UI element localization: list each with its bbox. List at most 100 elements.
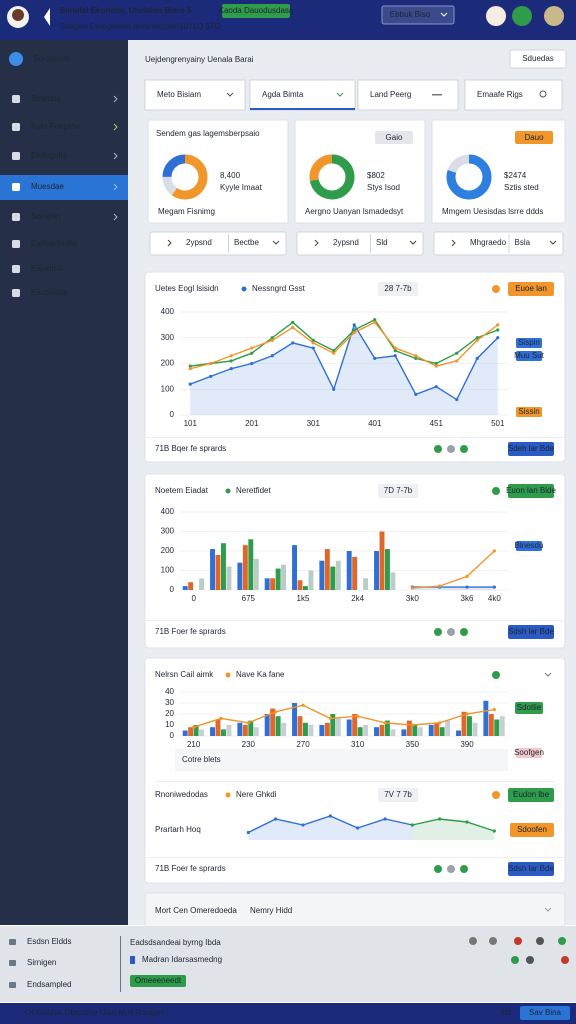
panel-footer-line <box>145 620 565 621</box>
y-tick-label: 400 <box>161 507 175 516</box>
panel-button[interactable] <box>508 484 554 498</box>
primary-button[interactable] <box>509 49 567 69</box>
bar <box>406 720 412 736</box>
point <box>465 820 469 824</box>
panel-footer: 71B Foer fe sprards <box>155 627 226 636</box>
x-tick-label: 270 <box>296 740 310 749</box>
dock <box>0 926 576 1002</box>
footer-text: OCGshhal Obrpsthe Uiaq Mos Rsugen <box>25 1008 163 1017</box>
point <box>328 716 332 721</box>
header-select[interactable] <box>381 5 455 25</box>
x-tick-label: 3k0 <box>406 594 419 603</box>
area-fill <box>412 819 495 840</box>
footer-action-text: Sdsh lar Bde <box>508 627 554 636</box>
sidebar-active <box>0 175 128 200</box>
dock-icon-button[interactable] <box>469 937 477 945</box>
dock-icon-button[interactable] <box>514 937 522 945</box>
area-fill <box>248 816 413 840</box>
footer-action[interactable] <box>508 442 554 456</box>
point <box>465 574 469 578</box>
bar <box>199 578 205 590</box>
bar <box>275 568 281 590</box>
dock-icon-button[interactable] <box>511 956 519 964</box>
user-avatar <box>486 6 506 26</box>
point <box>229 367 233 371</box>
bar <box>210 727 215 736</box>
note-box <box>175 749 508 771</box>
y-tick-label: 0 <box>170 731 175 740</box>
bar <box>264 578 270 590</box>
bar <box>248 539 254 590</box>
sidebar <box>0 40 128 925</box>
point <box>301 703 305 707</box>
bar <box>319 725 325 736</box>
dock-icon-button[interactable] <box>526 956 534 964</box>
collapsed-legend: Nemry Hidd <box>250 906 292 915</box>
filter-box[interactable] <box>249 79 356 111</box>
point <box>311 346 315 350</box>
sidebar-item: Kuta Fonpsha <box>31 122 81 131</box>
point <box>434 361 438 366</box>
point <box>438 721 442 725</box>
star-icon <box>492 671 500 679</box>
legend-text: Nere Ghkdi <box>236 790 277 799</box>
dock-line: Madran Idarsasmedng <box>142 955 222 964</box>
panel-button-text: Eudon lbe <box>513 790 550 799</box>
kpi-control: Bsla <box>515 238 531 247</box>
point <box>209 374 213 378</box>
bar <box>379 531 385 590</box>
footer-icon <box>434 628 442 636</box>
bar <box>242 545 248 590</box>
x-tick-label: 401 <box>368 419 382 428</box>
point <box>475 338 479 342</box>
bar <box>401 729 407 736</box>
point <box>246 830 250 835</box>
point <box>250 346 254 350</box>
point <box>455 351 459 355</box>
dock-button[interactable] <box>130 975 186 987</box>
bar <box>346 551 352 590</box>
point <box>410 823 414 827</box>
bar <box>270 578 276 590</box>
panel-button[interactable] <box>515 702 543 714</box>
bar <box>182 586 188 590</box>
line-series <box>412 550 495 589</box>
footer-action[interactable] <box>508 625 554 639</box>
point <box>301 823 305 827</box>
bar <box>379 725 385 736</box>
panel-title: Uetes Eogl lsisidn <box>155 284 219 293</box>
bar <box>428 725 434 736</box>
bar <box>188 582 194 590</box>
point <box>414 392 418 396</box>
bar <box>193 725 199 736</box>
dock-item: Sirnigen <box>27 958 56 967</box>
panel-button[interactable] <box>508 788 554 802</box>
footer-action[interactable] <box>508 862 554 876</box>
bar <box>467 716 472 736</box>
filter-box[interactable] <box>144 79 246 111</box>
tag-text: Blnesdu <box>515 541 544 550</box>
sidebar-icon <box>12 289 20 297</box>
point <box>250 351 254 355</box>
kpi-controls <box>433 231 564 256</box>
dock-divider <box>120 936 121 992</box>
line-series <box>190 321 499 370</box>
bar <box>335 560 341 590</box>
bar <box>324 722 330 736</box>
point <box>291 341 295 345</box>
y-tick-label: 0 <box>170 410 175 419</box>
filter-text: Land Peerg <box>370 90 411 99</box>
date-text: 28 7-7b <box>384 284 412 293</box>
panel-button[interactable] <box>508 282 554 296</box>
dock-icon-button[interactable] <box>558 937 566 945</box>
dock-icon-button[interactable] <box>536 937 544 945</box>
dock-icon-button[interactable] <box>489 937 497 945</box>
sidebar-icon <box>12 183 20 191</box>
bar <box>352 556 358 590</box>
tag <box>510 823 554 837</box>
panel-button-text: Sdotlie <box>517 703 542 712</box>
kpi-controls <box>296 231 424 256</box>
search-icon <box>539 90 547 98</box>
footer-button[interactable] <box>520 1006 570 1020</box>
dock-icon-button[interactable] <box>561 956 569 964</box>
